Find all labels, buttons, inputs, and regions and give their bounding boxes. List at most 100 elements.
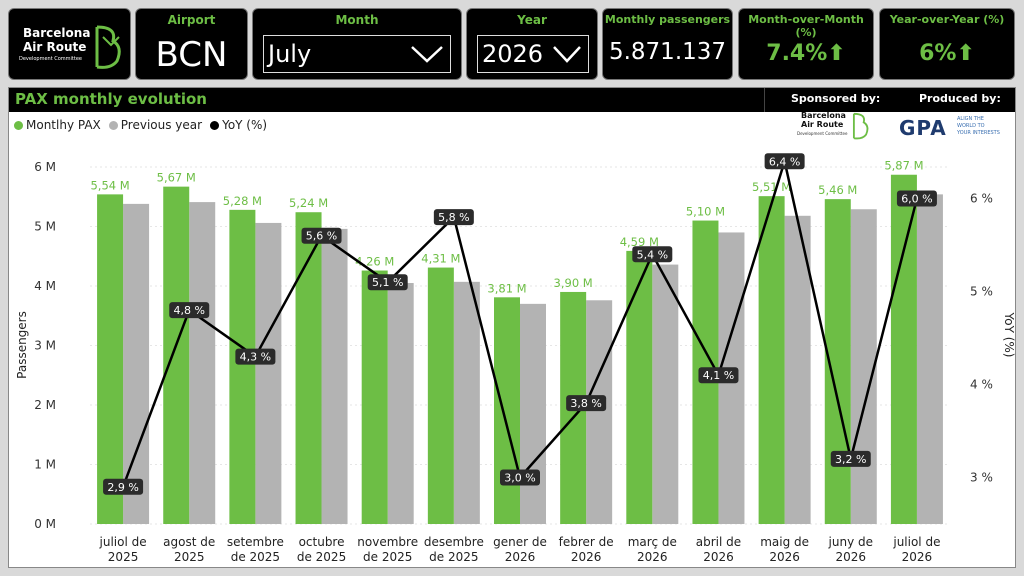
month-value: July xyxy=(268,40,312,68)
monthly-passengers-card: Monthly passengers 5.871.137 xyxy=(602,8,733,80)
yoy-data-label: 3,2 % xyxy=(835,453,866,466)
yoy-value-wrap: 6%⬆ xyxy=(880,41,1014,66)
year-select[interactable]: 2026 xyxy=(477,35,589,73)
legend-dot-previous-year xyxy=(108,120,118,130)
x-tick-label: desembre xyxy=(424,535,484,549)
yoy-label-box xyxy=(632,246,673,263)
sponsor-logo-line2: Air Route xyxy=(801,120,844,129)
bar-previous-year xyxy=(387,283,414,524)
legend-label-pax: Montlhy PAX xyxy=(26,118,101,132)
month-select[interactable]: July xyxy=(263,35,451,73)
panel-header: PAX monthly evolution Sponsored by: Prod… xyxy=(9,88,1015,112)
gpa-logo: GPA ALIGN THE WORLD TO YOUR INTERESTS xyxy=(899,116,1009,144)
legend-label-previous-year: Previous year xyxy=(120,118,203,132)
yoy-label-box xyxy=(301,227,342,244)
bar-data-label: 5,28 M xyxy=(223,194,262,208)
chart-legend: Montlhy PAX Previous year YoY (%) xyxy=(14,118,267,132)
bar-monthly-pax xyxy=(427,267,454,524)
gpa-tagline-3: YOUR INTERESTS xyxy=(957,130,1000,136)
x-tick-label: gener de xyxy=(493,535,547,549)
sponsored-label: Sponsored by: xyxy=(791,92,881,105)
yoy-label-box xyxy=(169,302,210,319)
yoy-data-label: 3,8 % xyxy=(570,397,601,410)
airport-value[interactable]: BCN xyxy=(155,35,228,75)
arrow-up-icon: ⬆ xyxy=(827,41,846,66)
x-tick-label: març de xyxy=(628,535,677,549)
y-axis-title: Passengers xyxy=(15,311,29,379)
bar-previous-year xyxy=(850,209,877,524)
mom-card: Month-over-Month (%) 7.4%⬆ xyxy=(738,8,874,80)
x-tick-label: 2025 xyxy=(174,550,205,564)
legend-label-yoy: YoY (%) xyxy=(222,118,268,132)
yoy-data-label: 6,4 % xyxy=(769,155,800,168)
yoy-label-box xyxy=(500,469,540,486)
y2-tick-label: 3 % xyxy=(970,471,993,485)
mom-label: Month-over-Month (%) xyxy=(748,13,864,39)
yoy-label-box xyxy=(566,395,607,412)
legend-item-pax[interactable]: Montlhy PAX xyxy=(14,118,101,132)
sponsor-logo: Barcelona Air Route Development Committe… xyxy=(791,110,877,144)
yoy-label-box xyxy=(764,153,805,170)
bar-data-label: 5,54 M xyxy=(90,178,129,192)
x-tick-label: juliol de xyxy=(99,535,147,549)
y2-tick-label: 5 % xyxy=(970,285,993,299)
legend-item-previous-year[interactable]: Previous year xyxy=(108,118,203,132)
bar-data-label: 5,24 M xyxy=(289,196,328,210)
mom-value-wrap: 7.4%⬆ xyxy=(739,41,873,66)
bar-previous-year xyxy=(321,228,348,524)
chart-title: PAX monthly evolution xyxy=(9,88,765,112)
y-tick-label: 0 M xyxy=(34,517,56,531)
bar-data-label: 5,46 M xyxy=(818,183,857,197)
brand-line3: Development Committee xyxy=(19,56,83,62)
airport-label: Airport xyxy=(167,13,216,27)
legend-dot-pax xyxy=(14,120,23,130)
y-tick-label: 4 M xyxy=(34,279,56,293)
gpa-logo-text: GPA xyxy=(899,116,947,140)
x-tick-label: juliol de xyxy=(892,535,940,549)
yoy-label-box xyxy=(367,274,408,291)
yoy-data-label: 5,8 % xyxy=(438,211,469,224)
arrow-up-icon: ⬆ xyxy=(956,41,975,66)
x-tick-label: 2026 xyxy=(769,550,800,564)
legend-dot-yoy xyxy=(210,120,220,130)
x-tick-label: de 2025 xyxy=(231,550,280,564)
bar-previous-year xyxy=(520,303,546,524)
x-tick-label: novembre xyxy=(357,535,418,549)
bar-data-label: 5,87 M xyxy=(884,159,923,173)
bar-previous-year xyxy=(652,264,679,524)
gpa-tagline-1: ALIGN THE xyxy=(957,116,984,122)
bar-data-label: 4,26 M xyxy=(355,255,394,269)
yoy-data-label: 3,0 % xyxy=(504,472,535,485)
yoy-data-label: 2,9 % xyxy=(107,481,138,494)
y2-axis-title: YoY (%) xyxy=(1002,312,1016,358)
airport-card: Airport BCN xyxy=(135,8,248,80)
yoy-data-label: 4,1 % xyxy=(703,369,734,382)
bar-data-label: 3,90 M xyxy=(554,276,593,290)
bar-data-label: 5,10 M xyxy=(686,205,725,219)
legend-item-yoy[interactable]: YoY (%) xyxy=(210,118,267,132)
bar-monthly-pax xyxy=(626,250,653,524)
bar-previous-year xyxy=(123,203,150,524)
y2-tick-label: 4 % xyxy=(970,378,993,392)
yoy-label-box xyxy=(103,478,144,495)
sponsor-logo-line1: Barcelona xyxy=(801,111,846,120)
chevron-down-icon xyxy=(553,46,581,63)
bar-data-label: 5,67 M xyxy=(157,171,196,185)
year-value: 2026 xyxy=(482,40,544,68)
y-tick-label: 3 M xyxy=(34,339,56,353)
x-tick-label: 2026 xyxy=(571,550,602,564)
month-card: Month July xyxy=(252,8,462,80)
x-tick-label: 2026 xyxy=(835,550,866,564)
bar-previous-year xyxy=(453,281,480,524)
y-tick-label: 5 M xyxy=(34,220,56,234)
bar-monthly-pax xyxy=(97,194,124,524)
sponsor-logo-line3: Development Committee xyxy=(797,131,848,136)
bar-data-label: 3,81 M xyxy=(487,281,526,295)
bar-monthly-pax xyxy=(229,209,256,524)
bar-monthly-pax xyxy=(295,212,322,524)
x-tick-label: febrer de xyxy=(559,535,614,549)
bar-previous-year xyxy=(586,300,613,524)
x-tick-label: de 2025 xyxy=(297,550,346,564)
yoy-data-label: 5,1 % xyxy=(372,276,403,289)
